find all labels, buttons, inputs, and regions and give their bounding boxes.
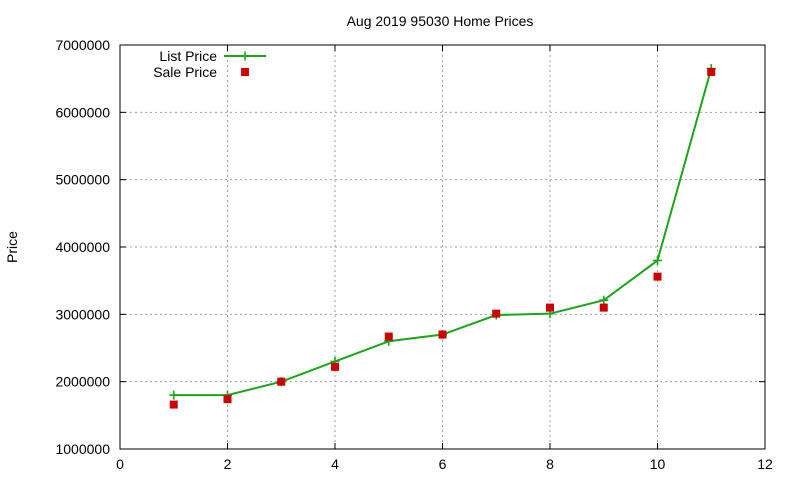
y-tick-label: 5000000 [55,172,110,188]
x-tick-label: 2 [224,456,232,472]
data-point [384,332,393,341]
data-point [707,67,716,76]
data-point [653,255,662,265]
data-point [223,395,232,404]
series-sale-price [169,67,716,409]
chart-title: Aug 2019 95030 Home Prices [347,13,534,29]
y-tick-label: 2000000 [55,374,110,390]
legend-marker [240,51,250,61]
plot-border [119,44,766,450]
data-point [546,303,554,312]
grid-lines [120,45,765,449]
legend-marker [241,68,249,76]
data-point [169,390,179,400]
x-tick-label: 0 [116,456,124,472]
x-tick-label: 6 [439,456,447,472]
data-point [653,272,662,281]
x-tick-label: 12 [757,456,773,472]
y-axis-label: Price [4,231,20,263]
data-point [438,330,447,339]
data-point [599,303,608,312]
y-tick-label: 3000000 [55,306,110,322]
x-tick-label: 8 [546,456,554,472]
legend-label: List Price [159,48,217,64]
y-tick-label: 4000000 [55,239,110,255]
x-tick-label: 4 [331,456,339,472]
legend-label: Sale Price [153,64,217,80]
y-tick-label: 1000000 [55,441,110,457]
y-tick-label: 7000000 [55,37,110,53]
series-layer [169,64,716,409]
data-point [599,295,609,305]
y-tick-label: 6000000 [55,104,110,120]
data-point [331,362,339,371]
data-point [492,309,501,318]
data-point [277,377,286,386]
x-tick-label: 10 [650,456,666,472]
data-point [169,400,178,409]
axis-ticks: 0 2 4 6 8 10 12 1000000 2000000 3000000 4000000 500… [55,37,773,472]
